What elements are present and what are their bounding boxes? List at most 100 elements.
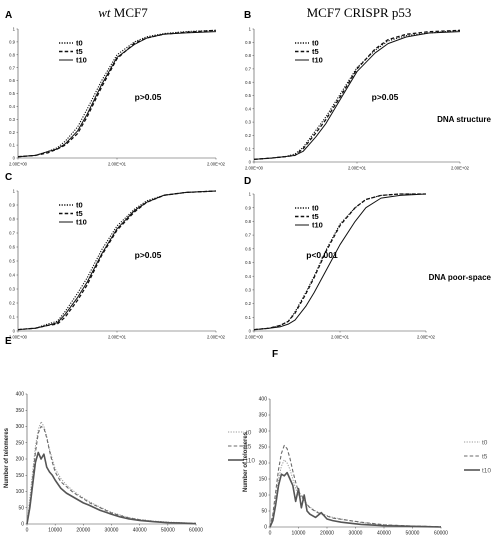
y-tick-label: 300 <box>16 424 25 430</box>
row-label-dna-structure: DNA structure <box>437 115 491 124</box>
y-tick-label: 0.9 <box>9 203 15 208</box>
y-tick-label: 0.7 <box>9 65 15 70</box>
p-value-annotation: p>0.05 <box>135 250 162 260</box>
y-tick-label: 100 <box>16 489 25 495</box>
legend-label-t0: t0 <box>312 204 319 213</box>
x-tick-label: 2.00E+00 <box>245 335 264 340</box>
legend-label-t0: t0 <box>312 39 319 48</box>
series-line-t10 <box>17 31 217 158</box>
y-tick-label: 250 <box>259 445 268 451</box>
x-tick-label: 40000 <box>133 528 147 534</box>
y-tick-label: 0.5 <box>245 93 251 98</box>
y-tick-label: 0.5 <box>245 260 251 265</box>
y-tick-label: 0.1 <box>245 146 251 151</box>
series-line-t10 <box>253 31 461 160</box>
y-tick-label: 0 <box>13 329 16 334</box>
column-title-left: wt MCF7 <box>98 5 148 20</box>
y-tick-label: 0.4 <box>9 104 15 109</box>
panel-letter: C <box>5 172 12 183</box>
legend-label-t10: t10 <box>482 467 491 474</box>
y-tick-label: 0.2 <box>245 133 251 138</box>
y-tick-label: 0.8 <box>9 217 15 222</box>
x-tick-label: 2.00E+00 <box>245 166 264 171</box>
y-tick-label: 0.3 <box>9 117 15 122</box>
x-tick-label: 0 <box>26 528 29 534</box>
y-tick-label: 350 <box>259 413 268 419</box>
p-value-annotation: p>0.05 <box>372 92 399 102</box>
series-line-t10 <box>26 451 197 525</box>
series-line-t10 <box>253 193 427 331</box>
x-tick-label: 0 <box>269 531 272 537</box>
series-line-t10 <box>269 471 442 528</box>
x-tick-label: 30000 <box>349 531 363 537</box>
y-tick-label: 0.3 <box>245 120 251 125</box>
y-tick-label: 0.5 <box>9 91 15 96</box>
series-line-t5 <box>269 444 442 528</box>
y-tick-label: 400 <box>16 392 25 398</box>
y-tick-label: 150 <box>16 473 25 479</box>
y-tick-label: 0.1 <box>245 315 251 320</box>
series-line-t0 <box>17 190 217 331</box>
panel-d: D 0 0.1 0.2 0.3 0.4 0.5 0.6 0.7 0.8 0.9 1 2.00E+00 2.… <box>244 176 436 340</box>
x-tick-label: 40000 <box>377 531 391 537</box>
x-tick-label: 20000 <box>320 531 334 537</box>
x-tick-label: 60000 <box>189 528 203 534</box>
legend-label-t5: t5 <box>312 47 319 56</box>
y-tick-label: 0.8 <box>9 52 15 57</box>
y-tick-label: 0.6 <box>9 78 15 83</box>
series-line-t0 <box>17 29 217 158</box>
panel-letter: D <box>244 176 251 187</box>
y-tick-label: 50 <box>261 509 267 515</box>
series-line-t0 <box>26 421 197 525</box>
y-tick-label: 0.4 <box>245 106 251 111</box>
y-tick-label: 0.2 <box>9 301 15 306</box>
series-line-t10 <box>17 190 217 331</box>
y-tick-label: 0.6 <box>9 245 15 250</box>
x-tick-label: 50000 <box>406 531 420 537</box>
y-axis-title: Number of telomeres <box>4 427 10 488</box>
y-tick-label: 0.3 <box>245 288 251 293</box>
x-tick-label: 60000 <box>434 531 448 537</box>
y-tick-label: 0.1 <box>9 143 15 148</box>
x-tick-label: 30000 <box>105 528 119 534</box>
y-tick-label: 0.9 <box>245 205 251 210</box>
y-tick-label: 0.4 <box>245 274 251 279</box>
legend-label-t5: t5 <box>76 47 83 56</box>
panel-c: C 0 0.1 0.2 0.3 0.4 0.5 0.6 0.7 0.8 0.9 1 2.00E+00 2.… <box>5 172 226 340</box>
y-tick-label: 1 <box>13 27 16 32</box>
x-tick-label: 2.00E+02 <box>451 166 470 171</box>
panel-letter: F <box>272 349 278 360</box>
y-tick-label: 350 <box>16 408 25 414</box>
legend-label-t0: t0 <box>482 439 488 446</box>
panel-letter: E <box>5 336 12 347</box>
legend-label-t10: t10 <box>312 56 323 65</box>
p-value-annotation: p>0.05 <box>135 92 162 102</box>
y-tick-label: 300 <box>259 429 268 435</box>
y-tick-label: 0.2 <box>245 301 251 306</box>
y-axis-title: Number of telomeres <box>243 431 249 492</box>
y-tick-label: 0.5 <box>9 259 15 264</box>
y-tick-label: 0.6 <box>245 80 251 85</box>
x-tick-label: 10000 <box>48 528 62 534</box>
series-line-t5 <box>253 193 426 331</box>
legend-label-t10: t10 <box>76 218 87 227</box>
y-tick-label: 1 <box>249 192 252 197</box>
panel-letter: B <box>244 10 251 21</box>
y-tick-label: 0 <box>21 522 24 528</box>
x-tick-label: 50000 <box>161 528 175 534</box>
x-tick-label: 10000 <box>292 531 306 537</box>
series-line-t0 <box>269 459 442 528</box>
y-tick-label: 200 <box>16 457 25 463</box>
legend-label-t0: t0 <box>76 39 83 48</box>
y-tick-label: 0.9 <box>9 40 15 45</box>
x-tick-label: 2.00E+02 <box>207 335 226 340</box>
legend-label-t5: t5 <box>76 209 83 218</box>
y-tick-label: 0.6 <box>245 246 251 251</box>
panel-e: E 0 50 100 150 200 250 300 350 400 0 10000 20000 3000… <box>4 336 255 534</box>
y-tick-label: 200 <box>259 461 268 467</box>
column-title-right: MCF7 CRISPR p53 <box>307 5 412 20</box>
panel-f: F 0 50 100 150 200 250 300 350 400 0 10000 20000 3000… <box>243 349 491 537</box>
x-tick-label: 2.00E+02 <box>417 335 436 340</box>
y-tick-label: 100 <box>259 493 268 499</box>
